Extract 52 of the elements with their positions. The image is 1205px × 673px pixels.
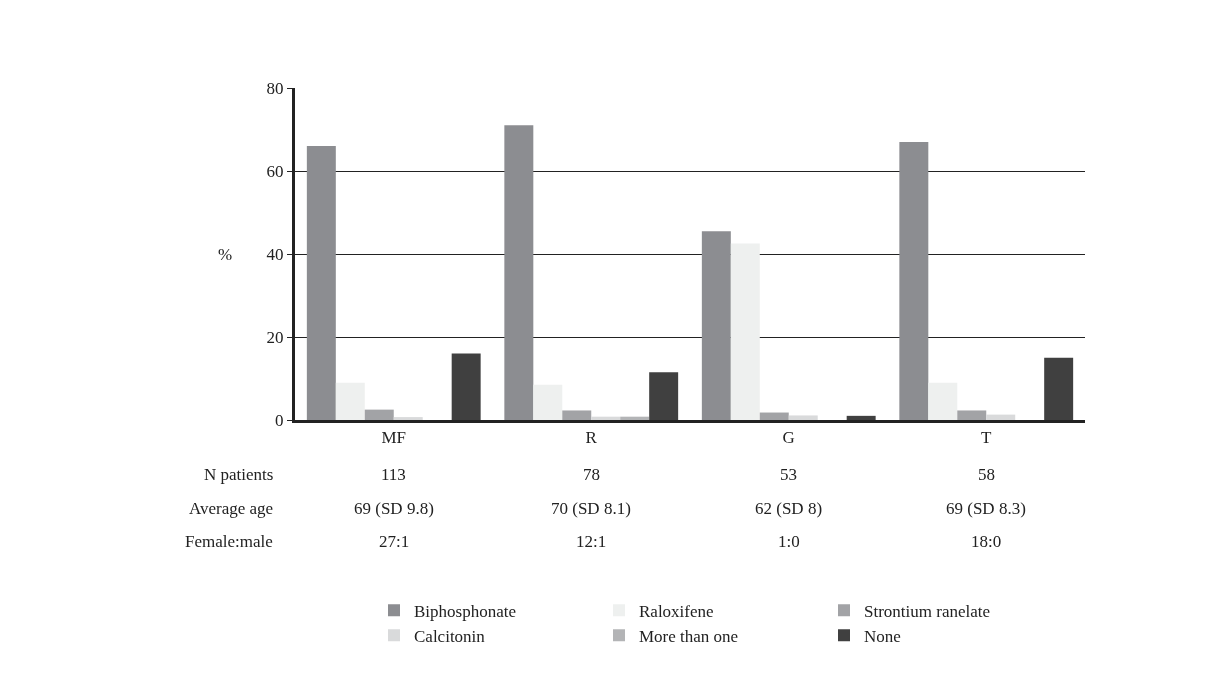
x-tick-label: G: [782, 428, 795, 448]
bar: [591, 416, 621, 420]
text: 69 (SD 9.8): [354, 499, 434, 518]
legend-label: Raloxifene: [639, 601, 714, 621]
text: 62 (SD 8): [755, 499, 823, 518]
text: Female:male: [185, 532, 273, 551]
bar: [986, 414, 1016, 420]
legend-label: Strontium ranelate: [864, 601, 991, 621]
y-tick-label: 0: [275, 410, 284, 430]
x-tick-label: T: [981, 428, 993, 448]
text: 53: [780, 465, 797, 484]
bar: [1044, 357, 1074, 420]
legend-label: None: [864, 626, 901, 646]
text: 1:0: [778, 532, 800, 551]
bar: [928, 382, 958, 420]
text: 113: [381, 465, 406, 484]
bar: [451, 353, 481, 420]
text: Average age: [189, 499, 274, 518]
y-axis-title: %: [218, 245, 233, 264]
y-tick-label: 40: [266, 244, 284, 264]
y-tick-label: 20: [266, 327, 284, 347]
y-tick-label: 80: [266, 78, 284, 98]
bar: [335, 382, 365, 420]
bar: [393, 417, 423, 420]
bar: [730, 243, 760, 420]
text: 69 (SD 8.3): [946, 499, 1026, 518]
bar: [649, 372, 679, 420]
text: 12:1: [576, 532, 607, 551]
y-tick-label: 60: [266, 161, 284, 181]
x-tick-label: MF: [381, 428, 407, 448]
bar: [957, 410, 987, 420]
text: 58: [978, 465, 995, 484]
bar: [306, 146, 336, 420]
legend-label: Biphosphonate: [414, 601, 516, 621]
text: 18:0: [971, 532, 1002, 551]
bar: [759, 412, 789, 420]
bar: [562, 410, 592, 420]
bar: [701, 231, 731, 420]
x-tick-label: R: [585, 428, 598, 448]
text: N patients: [204, 465, 274, 484]
legend-label: Calcitonin: [414, 626, 486, 646]
bar: [846, 415, 876, 420]
text: 27:1: [379, 532, 410, 551]
bar: [620, 416, 650, 420]
bar: [899, 141, 929, 420]
bar: [504, 125, 534, 420]
bar: [364, 409, 394, 420]
text: 70 (SD 8.1): [551, 499, 631, 518]
bar: [788, 415, 818, 420]
legend-label: More than one: [639, 626, 739, 646]
bar: [533, 384, 563, 420]
text: 78: [583, 465, 600, 484]
